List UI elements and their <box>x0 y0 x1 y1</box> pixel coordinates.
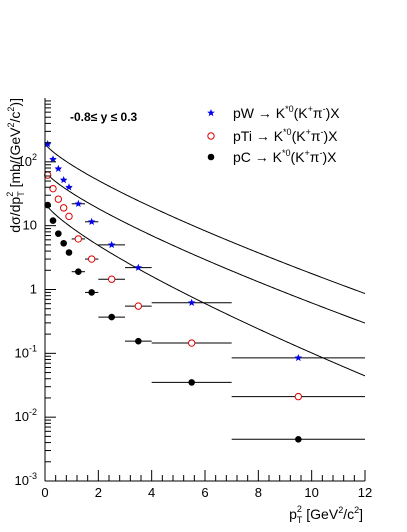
y-tick-label: 10-3 <box>15 471 37 488</box>
y-tick-label: 10 <box>23 218 37 233</box>
data-point-s1-p8 <box>134 302 143 310</box>
y-tick-label: 102 <box>18 152 37 169</box>
data-point-s1-p7 <box>107 275 116 283</box>
data-point-s0-p7 <box>107 240 116 249</box>
data-point-s1-p3 <box>59 204 68 212</box>
axis-labels: p2 T [GeV2/c2] dσ/dp2T [mb/(GeV2/c2)] -0.8≤… <box>5 98 363 525</box>
data-point-s0-p8 <box>134 263 143 271</box>
x-tick-label: 12 <box>358 485 372 500</box>
fit-curve-1 <box>44 170 366 324</box>
y-tick-label: 10-2 <box>15 407 37 424</box>
x-tick-label: 4 <box>148 485 155 500</box>
data-point-s0-p1 <box>49 155 57 163</box>
legend: pW → K*0(K+π-)X pTi → K*0(K+π-)X pC → K*0(… <box>207 104 340 165</box>
data-point-s1-p1 <box>49 184 57 193</box>
data-point-s2-p5 <box>75 268 82 276</box>
data-point-s2-p6 <box>88 289 95 296</box>
fit-curves <box>44 143 366 377</box>
x-tick-label: 0 <box>41 485 48 500</box>
data-point-s1-p9 <box>187 339 196 347</box>
fit-curve-0 <box>44 143 366 294</box>
data-point-s2-p8 <box>135 337 142 345</box>
data-point-s2-p9 <box>188 379 195 386</box>
data-point-s0-p10 <box>294 353 303 362</box>
data-point-s1-p4 <box>65 212 73 221</box>
legend-label-2: pC → K*0(K+π-)X <box>233 148 337 165</box>
y-tick-label: 10-1 <box>15 343 37 360</box>
data-point-s1-p5 <box>74 235 83 243</box>
rapidity-annotation: -0.8≤ y ≤ 0.3 <box>70 110 138 124</box>
legend-marker-2 <box>207 153 215 161</box>
x-tick-label: 10 <box>304 485 318 500</box>
data-point-s2-p3 <box>60 239 67 247</box>
x-axis-title: p2 T [GeV2/c2] <box>289 504 363 525</box>
data-point-s2-p10 <box>295 436 302 443</box>
y-tick-label: 1 <box>30 282 37 297</box>
y-axis-title: dσ/dp2T [mb/(GeV2/c2)] <box>5 98 26 233</box>
legend-marker-0 <box>207 109 215 117</box>
x-tick-label: 6 <box>201 485 208 500</box>
data-point-s2-p1 <box>49 217 57 224</box>
axes: 0 2 4 6 8 10 12 10-3 10-2 10-1 1 10 102 <box>15 98 372 500</box>
data-point-s0-p5 <box>74 199 83 208</box>
data-point-s0-p9 <box>187 298 196 306</box>
data-point-s0-p4 <box>65 183 73 191</box>
x-tick-label: 8 <box>255 485 262 500</box>
data-point-s0-p0 <box>43 140 52 148</box>
data-point-s2-p2 <box>55 230 62 237</box>
data-point-s1-p6 <box>87 255 96 263</box>
legend-label-0: pW → K*0(K+π-)X <box>233 104 340 121</box>
data-points <box>43 140 365 443</box>
data-point-s0-p6 <box>87 217 96 226</box>
legend-marker-1 <box>207 132 215 140</box>
fit-curve-2 <box>44 202 366 377</box>
data-point-s1-p10 <box>294 392 303 401</box>
data-point-s0-p3 <box>59 175 68 184</box>
data-point-s2-p4 <box>65 249 73 256</box>
x-tick-label: 2 <box>95 485 102 500</box>
data-point-s1-p2 <box>54 195 63 203</box>
data-point-s2-p7 <box>108 313 115 321</box>
legend-label-1: pTi → K*0(K+π-)X <box>233 127 338 144</box>
data-point-s0-p2 <box>54 164 63 172</box>
